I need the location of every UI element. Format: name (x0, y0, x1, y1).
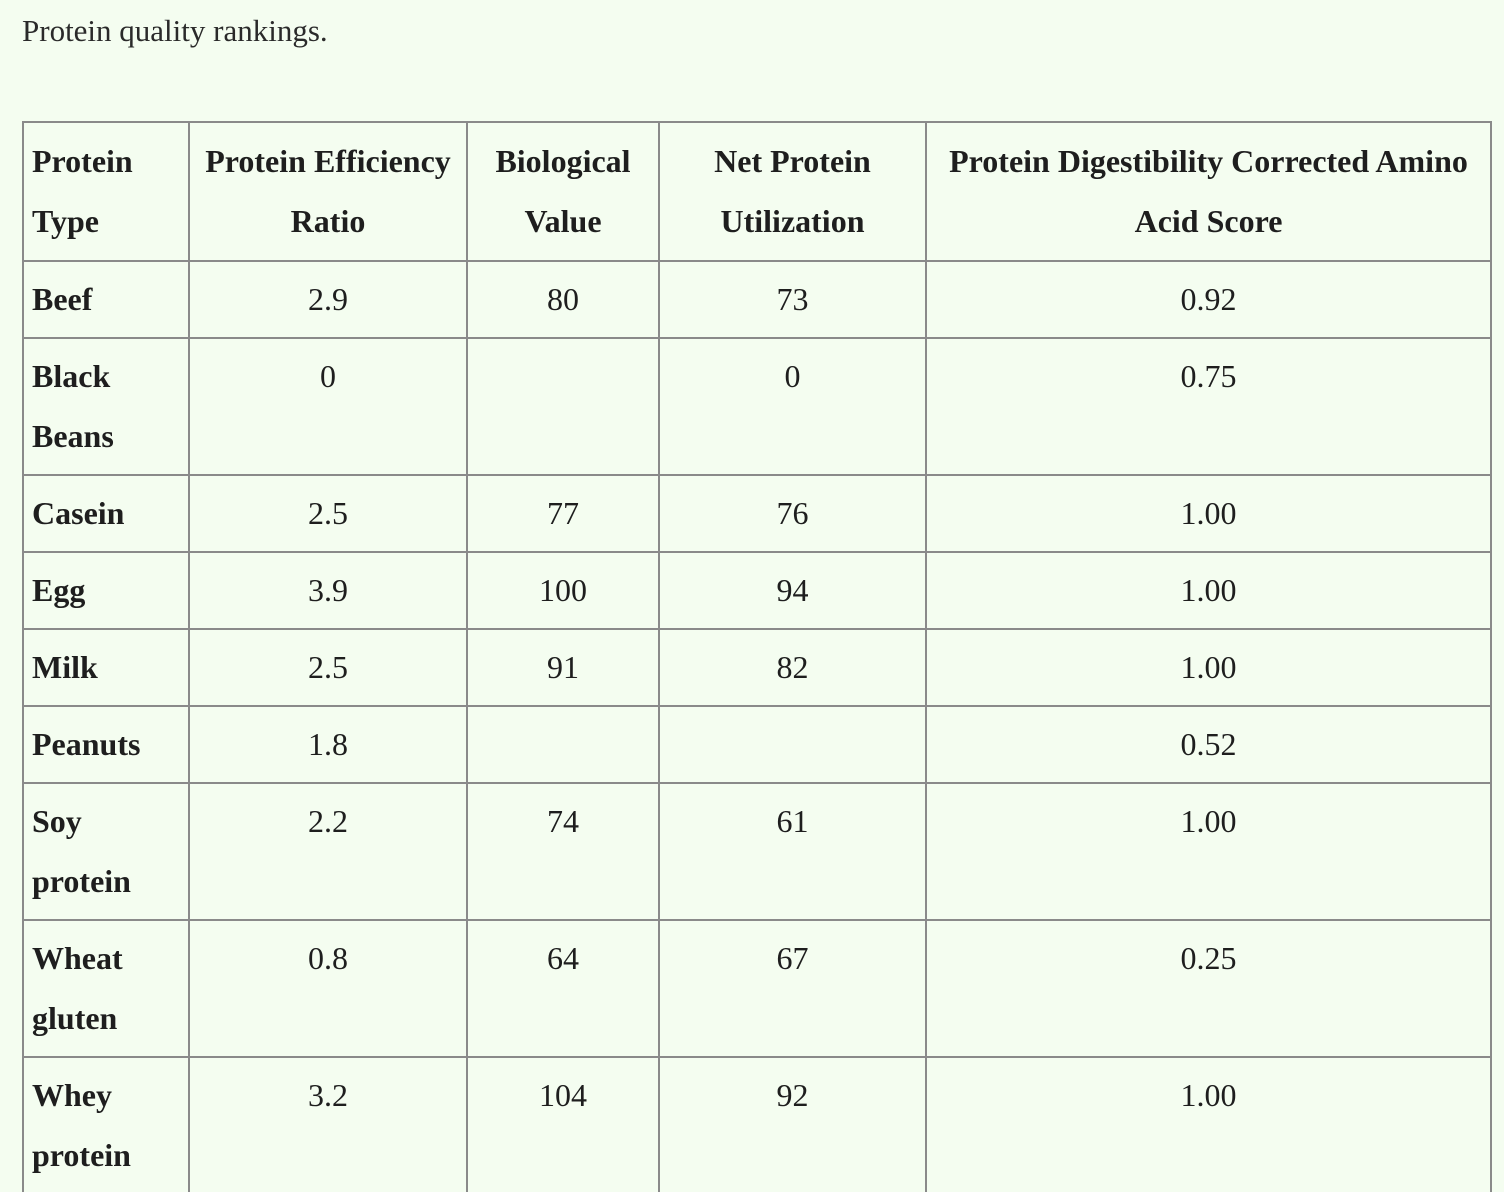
npu-cell: 67 (658, 919, 927, 1058)
pdcaas-cell: 0.52 (925, 705, 1492, 784)
table-row: Beef 2.9 80 73 0.92 (22, 260, 1492, 339)
table-row: Peanuts 1.8 0.52 (22, 705, 1492, 784)
per-cell: 1.8 (188, 705, 468, 784)
protein-type-cell: Soy protein (22, 782, 190, 921)
bv-cell: 80 (466, 260, 660, 339)
bv-cell: 77 (466, 474, 660, 553)
pdcaas-cell: 1.00 (925, 628, 1492, 707)
table-row: Wheat gluten 0.8 64 67 0.25 (22, 919, 1492, 1058)
npu-cell: 61 (658, 782, 927, 921)
header-row: Protein Type Protein Efficiency Ratio Bi… (22, 121, 1492, 262)
table-row: Casein 2.5 77 76 1.00 (22, 474, 1492, 553)
protein-type-cell: Wheat gluten (22, 919, 190, 1058)
table-row: Egg 3.9 100 94 1.00 (22, 551, 1492, 630)
table-row: Black Beans 0 0 0.75 (22, 337, 1492, 476)
per-cell: 0 (188, 337, 468, 476)
bv-cell: 104 (466, 1056, 660, 1192)
bv-cell: 91 (466, 628, 660, 707)
header-biological-value: Biological Value (466, 121, 660, 262)
table-row: Milk 2.5 91 82 1.00 (22, 628, 1492, 707)
protein-quality-table: Protein Type Protein Efficiency Ratio Bi… (22, 121, 1492, 1192)
pdcaas-cell: 1.00 (925, 1056, 1492, 1192)
npu-cell: 0 (658, 337, 927, 476)
npu-cell: 82 (658, 628, 927, 707)
bv-cell (466, 337, 660, 476)
header-protein-efficiency-ratio: Protein Efficiency Ratio (188, 121, 468, 262)
npu-cell: 76 (658, 474, 927, 553)
protein-type-cell: Milk (22, 628, 190, 707)
table-row: Soy protein 2.2 74 61 1.00 (22, 782, 1492, 921)
npu-cell: 73 (658, 260, 927, 339)
per-cell: 2.5 (188, 628, 468, 707)
bv-cell: 100 (466, 551, 660, 630)
per-cell: 2.5 (188, 474, 468, 553)
per-cell: 3.2 (188, 1056, 468, 1192)
table-body: Beef 2.9 80 73 0.92 Black Beans 0 0 0.75 Casein 2.… (22, 260, 1492, 1192)
pdcaas-cell: 0.25 (925, 919, 1492, 1058)
per-cell: 2.2 (188, 782, 468, 921)
table-caption: Protein quality rankings. (22, 13, 328, 48)
pdcaas-cell: 0.75 (925, 337, 1492, 476)
header-pdcaas: Protein Digestibility Corrected Amino Ac… (925, 121, 1492, 262)
header-protein-type: Protein Type (22, 121, 190, 262)
npu-cell: 94 (658, 551, 927, 630)
pdcaas-cell: 1.00 (925, 551, 1492, 630)
bv-cell (466, 705, 660, 784)
per-cell: 3.9 (188, 551, 468, 630)
protein-type-cell: Casein (22, 474, 190, 553)
bv-cell: 74 (466, 782, 660, 921)
protein-type-cell: Egg (22, 551, 190, 630)
table-row: Whey protein 3.2 104 92 1.00 (22, 1056, 1492, 1192)
pdcaas-cell: 0.92 (925, 260, 1492, 339)
protein-type-cell: Peanuts (22, 705, 190, 784)
table-header: Protein Type Protein Efficiency Ratio Bi… (22, 121, 1492, 262)
bv-cell: 64 (466, 919, 660, 1058)
per-cell: 0.8 (188, 919, 468, 1058)
header-net-protein-utilization: Net Protein Utilization (658, 121, 927, 262)
npu-cell (658, 705, 927, 784)
protein-type-cell: Whey protein (22, 1056, 190, 1192)
npu-cell: 92 (658, 1056, 927, 1192)
protein-type-cell: Black Beans (22, 337, 190, 476)
per-cell: 2.9 (188, 260, 468, 339)
pdcaas-cell: 1.00 (925, 474, 1492, 553)
pdcaas-cell: 1.00 (925, 782, 1492, 921)
protein-type-cell: Beef (22, 260, 190, 339)
